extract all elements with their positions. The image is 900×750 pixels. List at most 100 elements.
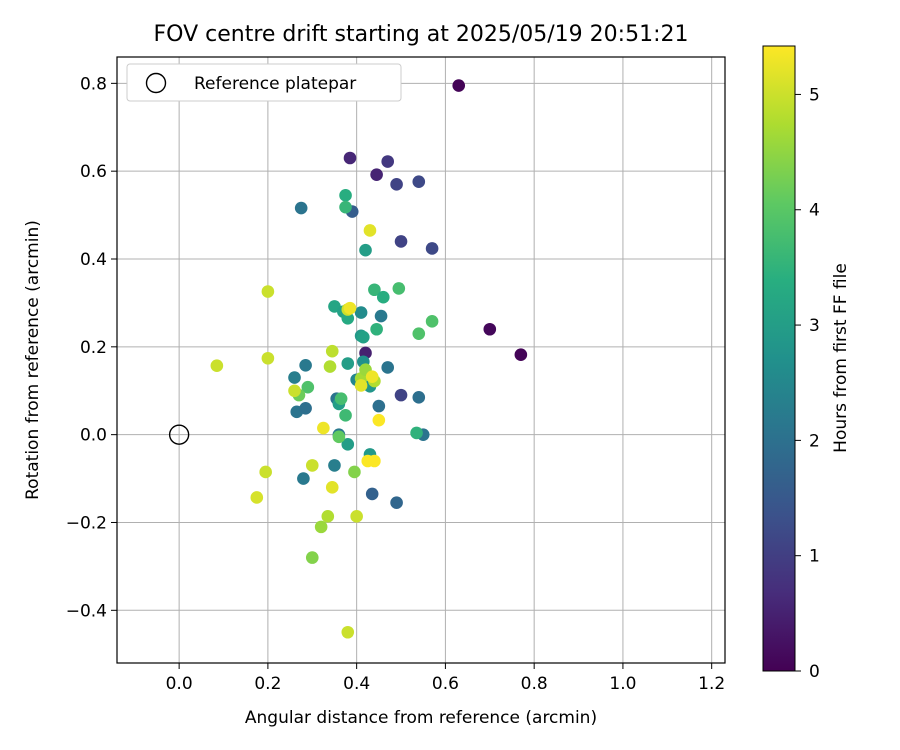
scatter-point (323, 360, 337, 373)
scatter-point (374, 309, 388, 323)
scatter-point (390, 496, 403, 510)
y-tick-label: 0.0 (80, 426, 107, 446)
scatter-point (425, 315, 439, 328)
scatter-point (325, 481, 339, 494)
x-axis-label: Angular distance from reference (arcmin) (245, 708, 597, 728)
scatter-point (288, 371, 301, 384)
scatter-point (368, 283, 381, 297)
x-tick-label: 0.6 (432, 674, 459, 694)
scatter-point (341, 438, 355, 451)
scatter-point (314, 520, 328, 534)
scatter-point (341, 357, 355, 370)
x-tick-label: 1.2 (698, 674, 725, 694)
scatter-point (339, 189, 352, 202)
scatter-point (288, 384, 301, 398)
scatter-point (261, 351, 275, 365)
scatter-point (412, 327, 426, 340)
y-axis-ticks: −0.4 −0.2 0.0 0.2 0.4 0.6 0.8 (66, 74, 117, 621)
colorbar-tick-label: 3 (809, 316, 820, 336)
scatter-point (343, 301, 357, 315)
colorbar: 0 1 2 3 4 5 Hours from first FF file (762, 45, 851, 682)
scatter-point (354, 379, 368, 392)
scatter-point (410, 426, 423, 440)
colorbar-tick-label: 5 (809, 85, 820, 105)
scatter-point (339, 409, 352, 422)
scatter-point (483, 322, 497, 336)
scatter-point (305, 459, 319, 472)
y-tick-label: 0.8 (80, 74, 107, 94)
scatter-point (317, 421, 330, 435)
scatter-point (261, 285, 275, 298)
scatter-point (250, 491, 264, 504)
x-tick-label: 0.4 (343, 674, 370, 694)
scatter-point (425, 242, 439, 255)
scatter-point (514, 348, 528, 362)
scatter-point (210, 359, 224, 373)
colorbar-tick-label: 2 (809, 431, 820, 451)
colorbar-ticks: 0 1 2 3 4 5 (795, 85, 820, 682)
scatter-point (334, 392, 348, 405)
scatter-point (343, 151, 357, 165)
scatter-point (370, 322, 383, 336)
scatter-point (370, 168, 383, 181)
scatter-point (294, 201, 308, 215)
x-tick-label: 1.0 (609, 674, 636, 694)
scatter-point (412, 391, 426, 404)
scatter-point (332, 430, 346, 444)
colorbar-tick-label: 0 (809, 662, 820, 682)
scatter-point (412, 175, 426, 189)
scatter-point (299, 402, 312, 415)
scatter-point (368, 454, 381, 468)
scatter-point (305, 551, 319, 564)
scatter-point (363, 224, 377, 237)
scatter-point (341, 625, 355, 639)
scatter-point (341, 311, 355, 325)
data-points (210, 79, 528, 639)
reference-marker (168, 424, 190, 445)
scatter-point (381, 361, 395, 374)
colorbar-tick-label: 1 (809, 547, 820, 567)
scatter-point (381, 155, 395, 168)
y-tick-label: 0.4 (80, 250, 107, 270)
legend: Reference platepar (126, 63, 402, 102)
scatter-point (365, 487, 379, 501)
y-axis-label: Rotation from reference (arcmin) (23, 220, 43, 500)
scatter-point (365, 370, 379, 383)
colorbar-gradient (762, 45, 796, 672)
y-tick-label: −0.2 (66, 513, 107, 533)
colorbar-label: Hours from first FF file (831, 263, 851, 453)
x-tick-label: 0.2 (254, 674, 281, 694)
x-tick-label: 0.8 (521, 674, 548, 694)
reference-platepar-marker (168, 424, 190, 445)
scatter-point (328, 459, 341, 472)
scatter-point (376, 290, 390, 304)
scatter-point (259, 465, 272, 479)
grid-lines (117, 57, 725, 663)
scatter-point (297, 472, 310, 485)
scatter-point (394, 388, 408, 402)
plot-frame (116, 56, 726, 664)
scatter-point (452, 79, 466, 92)
legend-box (126, 63, 402, 102)
scatter-point (359, 243, 372, 257)
scatter-point (392, 282, 406, 295)
scatter-point (372, 399, 386, 413)
scatter-point (299, 358, 312, 372)
x-tick-label: 0.0 (166, 674, 193, 694)
scatter-point (372, 413, 386, 427)
scatter-point (394, 235, 408, 248)
y-tick-label: 0.6 (80, 162, 107, 182)
scatter-point (339, 200, 352, 214)
scatter-point (350, 510, 363, 523)
y-tick-label: 0.2 (80, 338, 107, 358)
chart-title: FOV centre drift starting at 2025/05/19 … (154, 22, 689, 47)
y-tick-label: −0.4 (66, 601, 107, 621)
scatter-point (357, 330, 370, 344)
x-axis-ticks: 0.0 0.2 0.4 0.6 0.8 1.0 1.2 (166, 663, 725, 694)
scatter-point (354, 306, 368, 319)
legend-entry-reference: Reference platepar (194, 74, 356, 94)
scatter-point (348, 465, 361, 479)
legend-marker-reference (145, 72, 167, 94)
colorbar-tick-label: 4 (809, 201, 820, 221)
